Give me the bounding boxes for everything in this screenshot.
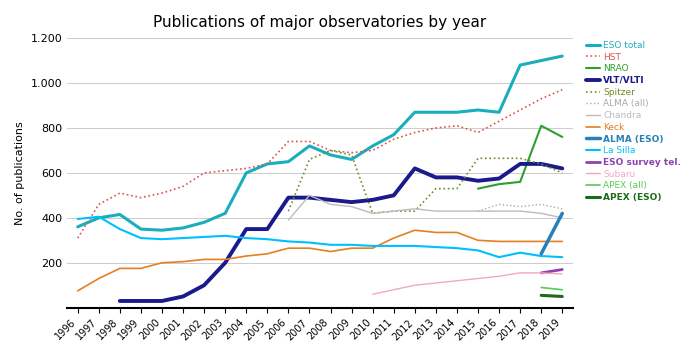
Y-axis label: No. of publications: No. of publications	[15, 121, 25, 225]
Title: Publications of major observatories by year: Publications of major observatories by y…	[153, 15, 486, 30]
Legend: ESO total, HST, NRAO, VLT/VLTI, Spitzer, ALMA (all), Chandra, Keck, ALMA (ESO), : ESO total, HST, NRAO, VLT/VLTI, Spitzer,…	[582, 37, 685, 206]
